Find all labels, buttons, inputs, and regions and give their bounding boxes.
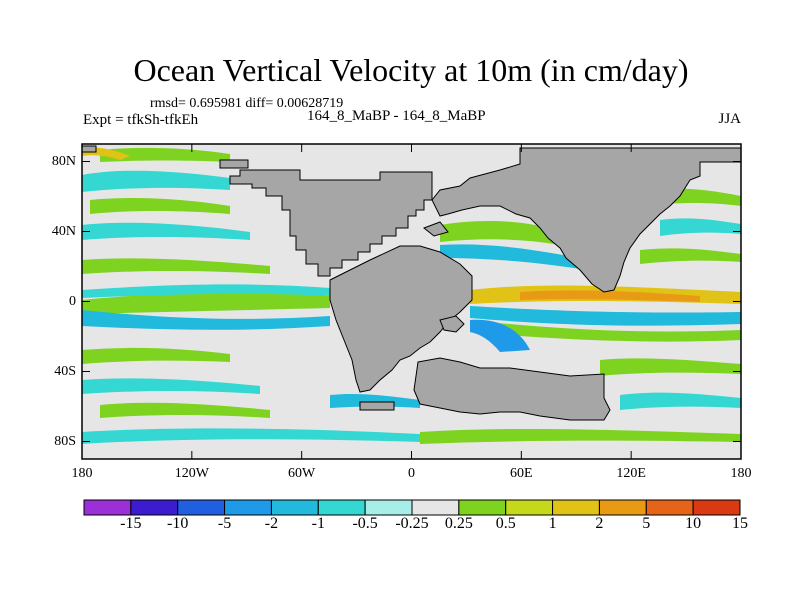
colorbar-label: 0.5	[495, 515, 516, 532]
lat-label: 80S	[54, 433, 76, 449]
island	[423, 221, 449, 237]
colorbar-label: 0.25	[444, 515, 473, 532]
field-patch	[440, 244, 600, 272]
lat-label: 80N	[51, 153, 76, 169]
colorbar-label: 1	[548, 515, 557, 532]
field-patch	[82, 378, 260, 394]
field-patch	[620, 392, 741, 410]
lat-label: 40N	[51, 223, 76, 239]
lon-label: 180	[730, 466, 752, 481]
colorbar-swatch	[552, 499, 600, 516]
field-patch	[100, 402, 270, 418]
colorbar-swatch	[411, 499, 460, 516]
colorbar-swatch	[505, 499, 554, 516]
field-patch	[600, 358, 741, 376]
colorbar-label: -5	[217, 515, 232, 532]
land-south	[413, 357, 611, 421]
field-patch	[440, 220, 560, 245]
colorbar-label: 2	[595, 515, 604, 532]
lat-label: 40S	[54, 363, 76, 379]
colorbar-label: 10	[685, 515, 702, 532]
colorbar-swatch	[224, 499, 272, 516]
colorbar-swatch	[598, 499, 647, 516]
colorbar-swatch	[692, 499, 741, 516]
runs-label: 164_8_MaBP - 164_8_MaBP	[307, 108, 486, 124]
field-patch	[82, 347, 230, 364]
field-patch	[520, 290, 700, 302]
field-patch	[420, 428, 741, 444]
colorbar-swatch	[177, 499, 226, 516]
colorbar-swatch	[364, 499, 413, 516]
colorbar-swatch	[645, 499, 694, 516]
velocity-field	[82, 145, 741, 444]
colorbar-label: 15	[732, 515, 748, 532]
field-patch	[82, 258, 270, 274]
field-patch	[82, 310, 330, 330]
island	[439, 315, 465, 333]
lon-label: 180	[71, 466, 93, 481]
season-label: JJA	[718, 111, 741, 127]
field-patch	[82, 292, 330, 314]
stats-line: rmsd= 0.695981 diff= 0.00628719	[150, 96, 344, 111]
land-southwest	[329, 245, 473, 393]
lon-label: 0	[408, 466, 415, 481]
colorbar-label: -0.5	[352, 515, 378, 532]
experiment-label: Expt = tfkSh-tfkEh	[83, 112, 199, 128]
colorbar-label: -0.25	[395, 515, 429, 532]
lon-label: 60W	[288, 466, 316, 481]
field-patch	[470, 306, 741, 326]
land-east	[431, 147, 741, 293]
colorbar-label: 5	[642, 515, 651, 532]
field-patch	[82, 284, 330, 298]
field-patch	[82, 428, 420, 444]
colorbar-swatch	[83, 499, 132, 516]
field-patch	[470, 320, 741, 342]
colorbar-label: -15	[120, 515, 142, 532]
colorbar	[83, 499, 741, 516]
field-patch	[470, 319, 530, 352]
field-patch	[660, 218, 741, 236]
colorbar-swatch	[458, 499, 507, 516]
lat-label: 0	[69, 293, 76, 309]
colorbar-label: -10	[167, 515, 189, 532]
colorbar-swatch	[130, 499, 179, 516]
colorbar-swatch	[270, 499, 319, 516]
island	[359, 401, 395, 411]
land-northwest	[229, 169, 433, 277]
plot-title: Ocean Vertical Velocity at 10m (in cm/da…	[133, 52, 689, 88]
lon-label: 60E	[510, 466, 533, 481]
field-patch	[82, 222, 250, 240]
field-patch	[330, 393, 420, 408]
field-patch	[82, 170, 230, 192]
field-patch	[90, 198, 230, 214]
field-patch	[640, 248, 741, 264]
land-masses	[82, 145, 741, 421]
lon-label: 120E	[616, 466, 646, 481]
island	[219, 159, 249, 169]
axis-ticks	[81, 144, 742, 459]
colorbar-label: -1	[311, 515, 325, 532]
lon-label: 120W	[174, 466, 209, 481]
colorbar-swatch	[317, 499, 366, 516]
colorbar-label: -2	[264, 515, 279, 532]
field-patch	[100, 147, 230, 162]
island	[82, 145, 97, 153]
